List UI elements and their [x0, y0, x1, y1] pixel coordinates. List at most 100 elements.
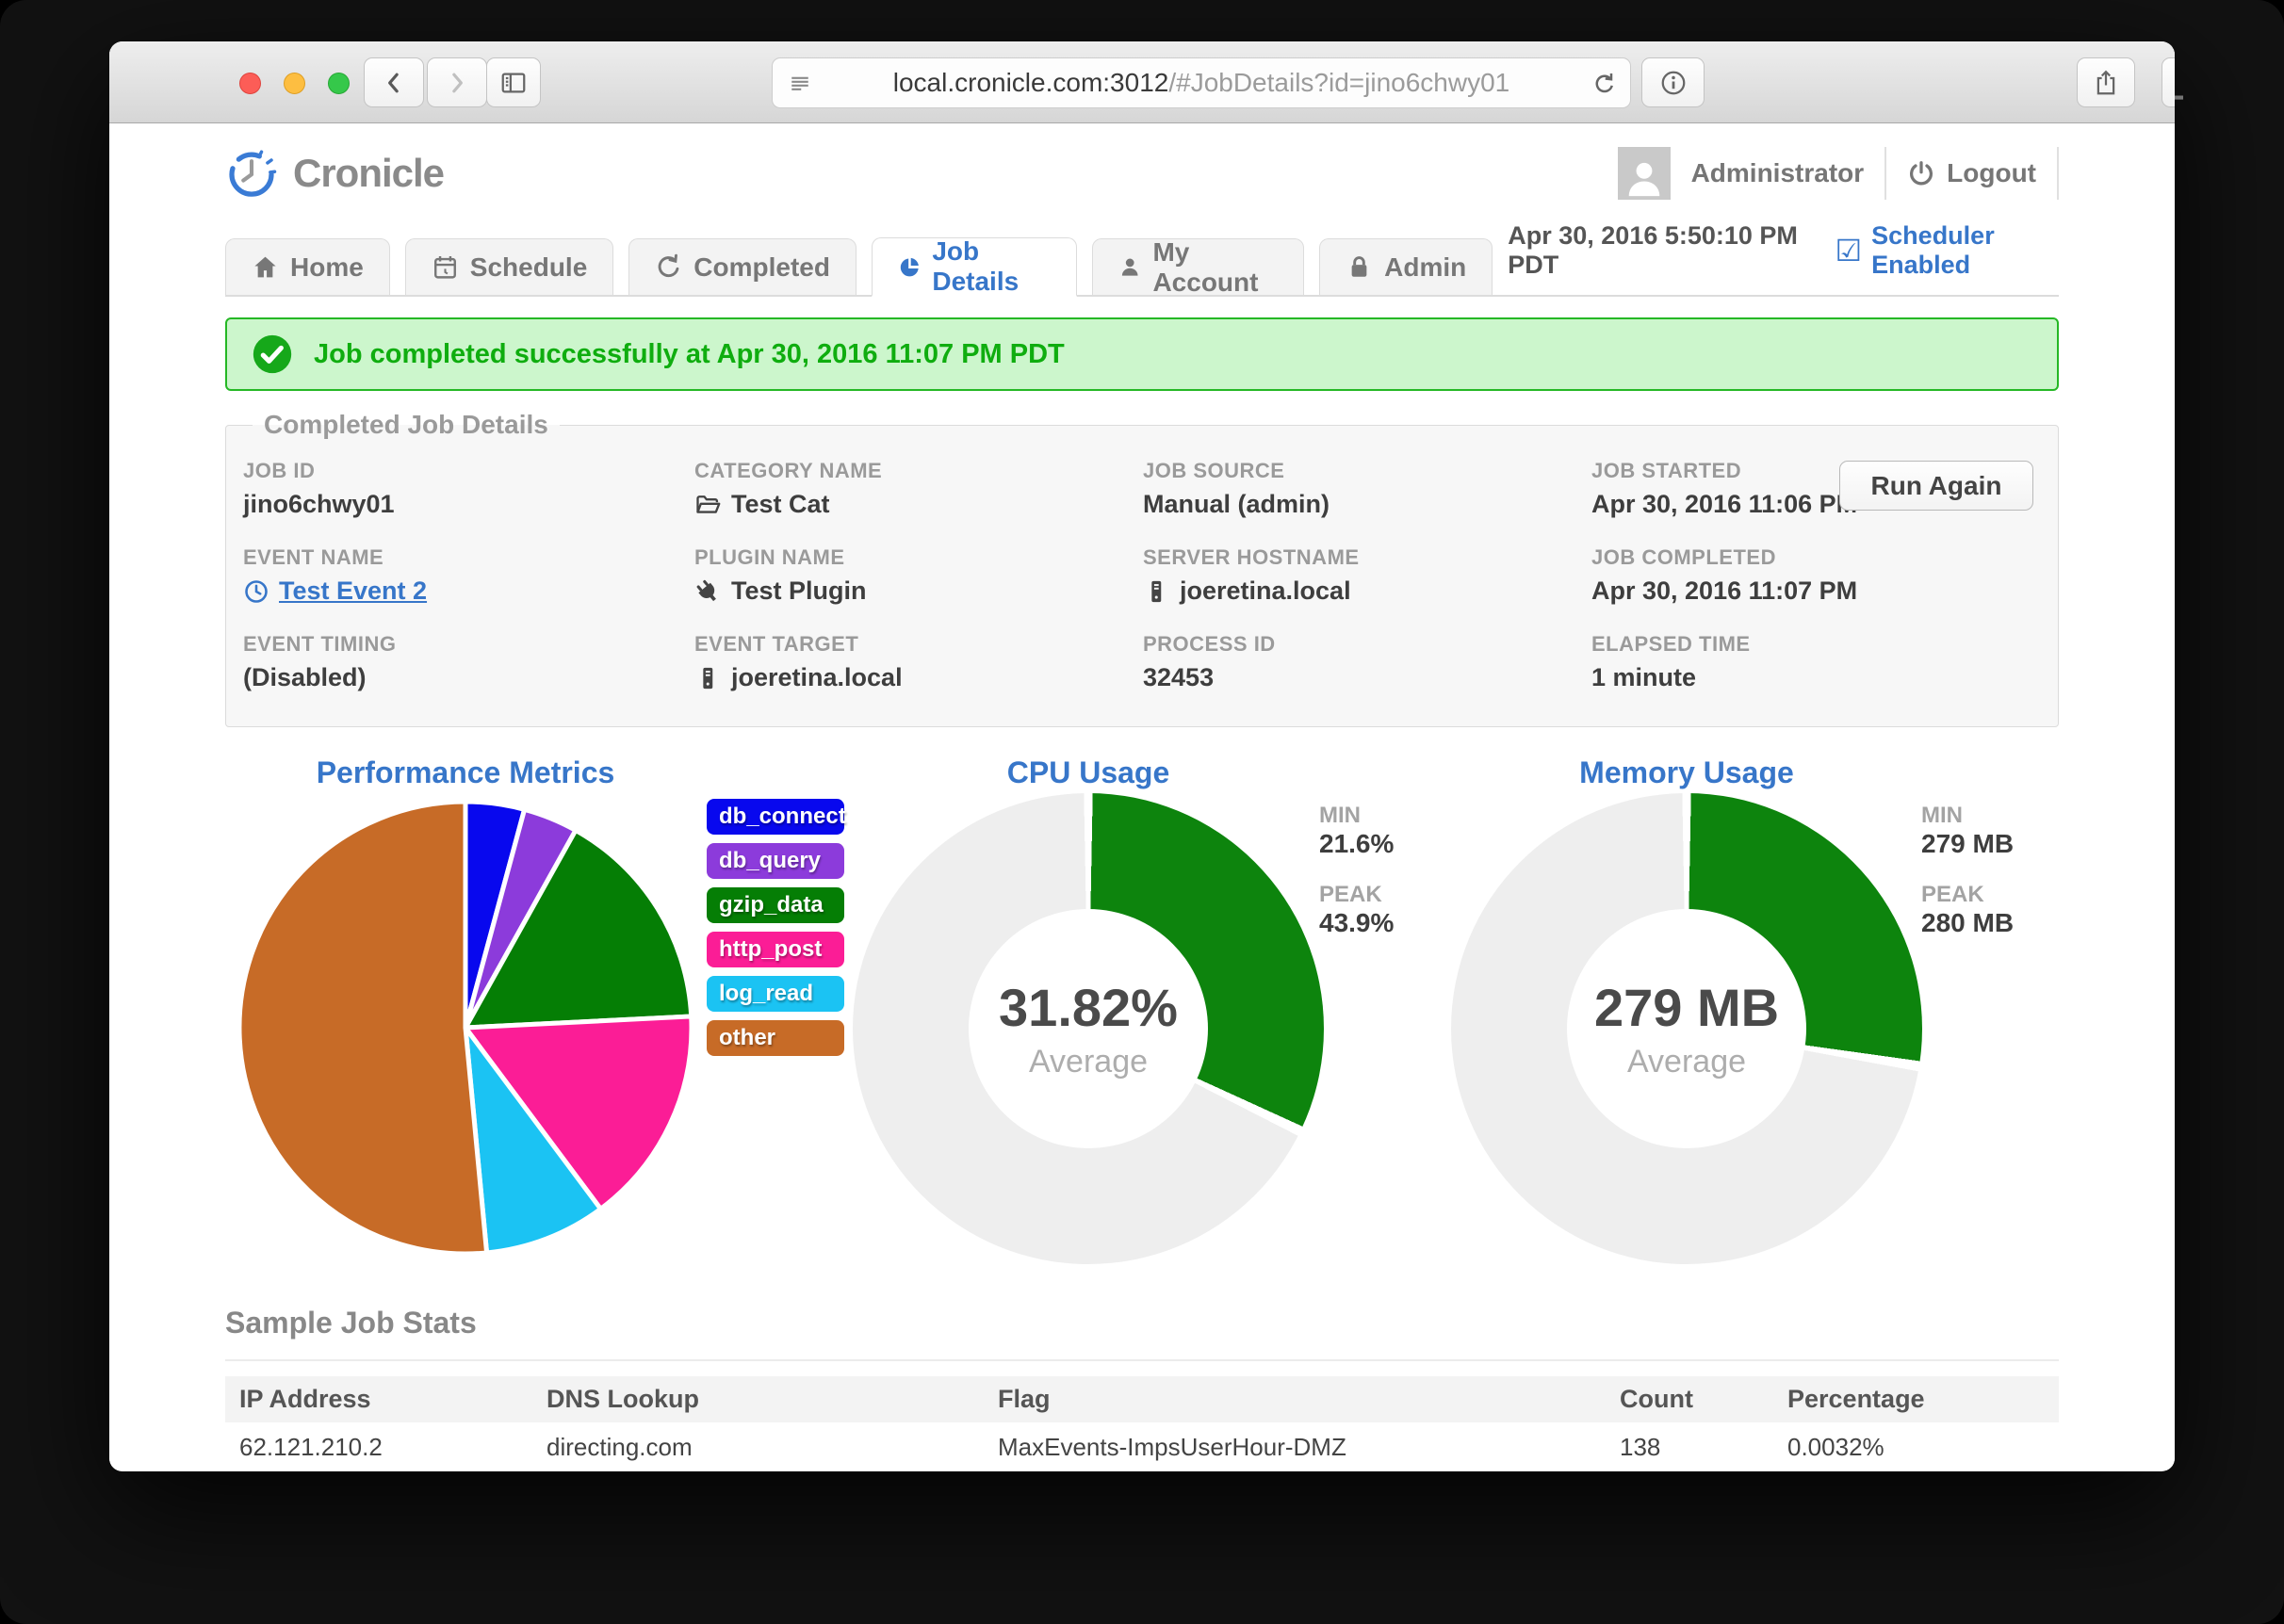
job-details-legend: Completed Job Details	[264, 410, 548, 439]
window-zoom-button[interactable]	[328, 73, 350, 94]
url-host: local.cronicle.com:3012	[892, 68, 1169, 97]
col-ip-address: IP Address	[225, 1376, 532, 1422]
col-dns-lookup: DNS Lookup	[532, 1376, 984, 1422]
tab-my-account[interactable]: My Account	[1092, 236, 1305, 297]
cell-percentage: 0.0032%	[1773, 1422, 2059, 1471]
sample-job-stats-section: Sample Job Stats IP Address DNS Lookup F…	[225, 1306, 2059, 1471]
legend-badge-other: other	[707, 1020, 844, 1056]
stats-table: IP Address DNS Lookup Flag Count Percent…	[225, 1376, 2059, 1471]
memory-usage-donut-chart: 279 MB Average	[1451, 793, 1922, 1264]
home-icon	[254, 256, 276, 278]
person-icon	[1121, 258, 1138, 276]
sidebar-icon	[501, 73, 526, 92]
legend-badge-http-post: http_post	[707, 932, 844, 967]
tab-home[interactable]: Home	[225, 238, 390, 295]
user-avatar[interactable]	[1617, 147, 1671, 200]
sidebar-toggle-button[interactable]	[486, 57, 541, 107]
tab-label: My Account	[1152, 236, 1259, 297]
stats-header-row: IP Address DNS Lookup Flag Count Percent…	[225, 1376, 2059, 1422]
table-row: 62.121.210.2 directing.com MaxEvents-Imp…	[225, 1422, 2059, 1471]
cell-count: 138	[1606, 1422, 1773, 1471]
memory-usage-title: Memory Usage	[1579, 755, 1794, 789]
info-icon	[1661, 71, 1685, 94]
check-circle-icon	[253, 334, 292, 374]
col-percentage: Percentage	[1773, 1376, 2059, 1422]
calendar-icon	[433, 256, 456, 279]
job-success-banner: Job completed successfully at Apr 30, 20…	[225, 317, 2059, 391]
tab-job-details[interactable]: Job Details	[871, 236, 1078, 297]
app-logo: Cronicle	[225, 147, 445, 200]
url-path: /#JobDetails?id=jino6chwy01	[1168, 68, 1510, 97]
field-job-source: JOB SOURCE Manual (admin)	[1143, 459, 1330, 518]
reader-lines-icon[interactable]	[786, 70, 814, 98]
field-job-id: JOB ID jino6chwy01	[243, 459, 395, 518]
share-button[interactable]	[2077, 57, 2135, 107]
pie-chart-icon	[900, 257, 919, 276]
banner-message: Job completed successfully at Apr 30, 20…	[314, 338, 1065, 369]
legend-badge-gzip-data: gzip_data	[707, 887, 844, 923]
event-link[interactable]: Test Event 2	[243, 577, 427, 606]
header-divider	[1884, 147, 1887, 200]
reload-icon[interactable]	[1591, 70, 1619, 98]
field-category-name: CATEGORY NAME Test Cat	[694, 459, 883, 518]
cronicle-clock-icon	[229, 150, 277, 197]
tab-label: Home	[290, 252, 364, 282]
user-name: Administrator	[1690, 158, 1865, 187]
logout-label: Logout	[1947, 158, 2036, 187]
server-icon	[703, 667, 713, 689]
forward-button[interactable]	[427, 57, 487, 107]
chevron-right-icon	[452, 73, 463, 92]
tab-schedule[interactable]: Schedule	[404, 238, 614, 295]
col-flag: Flag	[984, 1376, 1606, 1422]
tab-label: Admin	[1384, 252, 1467, 282]
share-icon	[2096, 70, 2115, 94]
chevron-left-icon	[388, 73, 399, 92]
cpu-average-label: Average	[1028, 1044, 1149, 1080]
pie-legend: db_connect db_query gzip_data http_post …	[707, 799, 846, 1056]
stats-divider	[225, 1359, 2059, 1361]
clock-icon	[245, 579, 268, 603]
logout-button[interactable]: Logout	[1907, 158, 2036, 188]
field-elapsed-time: ELAPSED TIME 1 minute	[1591, 632, 1751, 691]
cpu-min-peak-stats: MIN 21.6% PEAK 43.9%	[1319, 803, 1395, 937]
scheduler-enabled-toggle[interactable]: ☑ Scheduler Enabled	[1835, 221, 2059, 280]
cell-dns: directing.com	[532, 1422, 984, 1471]
field-server-hostname: SERVER HOSTNAME joeretina.local	[1143, 545, 1360, 605]
back-button[interactable]	[364, 57, 424, 107]
cpu-average-value: 31.82%	[999, 978, 1178, 1037]
field-job-completed: JOB COMPLETED Apr 30, 2016 11:07 PM	[1591, 545, 1858, 605]
tab-overview-button[interactable]	[2162, 57, 2175, 107]
window-minimize-button[interactable]	[284, 73, 305, 94]
field-event-name: EVENT NAME Test Event 2	[243, 545, 428, 606]
memory-average-value: 279 MB	[1593, 978, 1780, 1037]
address-bar[interactable]: local.cronicle.com:3012/#JobDetails?id=j…	[772, 57, 1631, 108]
main-tab-bar: Home Schedule Completed Job Details	[225, 221, 2059, 297]
cell-flag: MaxEvents-ImpsUserHour-DMZ	[984, 1422, 1606, 1471]
tab-completed[interactable]: Completed	[628, 238, 856, 295]
cpu-usage-title: CPU Usage	[1006, 755, 1170, 789]
plugin-icon	[696, 579, 716, 601]
legend-badge-log-read: log_read	[707, 976, 844, 1012]
tab-admin[interactable]: Admin	[1319, 238, 1493, 295]
cpu-usage-donut-chart: 31.82% Average	[853, 793, 1324, 1264]
run-again-button[interactable]: Run Again	[1839, 461, 2033, 511]
tab-label: Job Details	[932, 236, 1020, 296]
folder-icon	[696, 495, 721, 513]
window-close-button[interactable]	[239, 73, 261, 94]
performance-metrics-title: Performance Metrics	[316, 755, 615, 789]
person-silhouette-icon	[1628, 162, 1659, 197]
cell-ip: 62.121.210.2	[225, 1422, 532, 1471]
current-datetime: Apr 30, 2016 5:50:10 PM PDT	[1508, 221, 1798, 279]
legend-badge-db-connect: db_connect	[707, 799, 846, 835]
field-plugin-name: PLUGIN NAME Test Plugin	[694, 545, 867, 605]
downloads-info-button[interactable]	[1641, 57, 1705, 107]
browser-titlebar: local.cronicle.com:3012/#JobDetails?id=j…	[109, 41, 2175, 123]
header-divider	[2057, 147, 2059, 200]
power-icon	[1910, 161, 1933, 186]
url-text: local.cronicle.com:3012/#JobDetails?id=j…	[893, 68, 1510, 98]
field-process-id: PROCESS ID 32453	[1143, 632, 1276, 691]
scheduler-checkbox-icon: ☑	[1835, 234, 1863, 268]
memory-average-label: Average	[1626, 1044, 1747, 1080]
lock-icon	[1351, 256, 1367, 277]
tab-label: Schedule	[469, 252, 588, 282]
